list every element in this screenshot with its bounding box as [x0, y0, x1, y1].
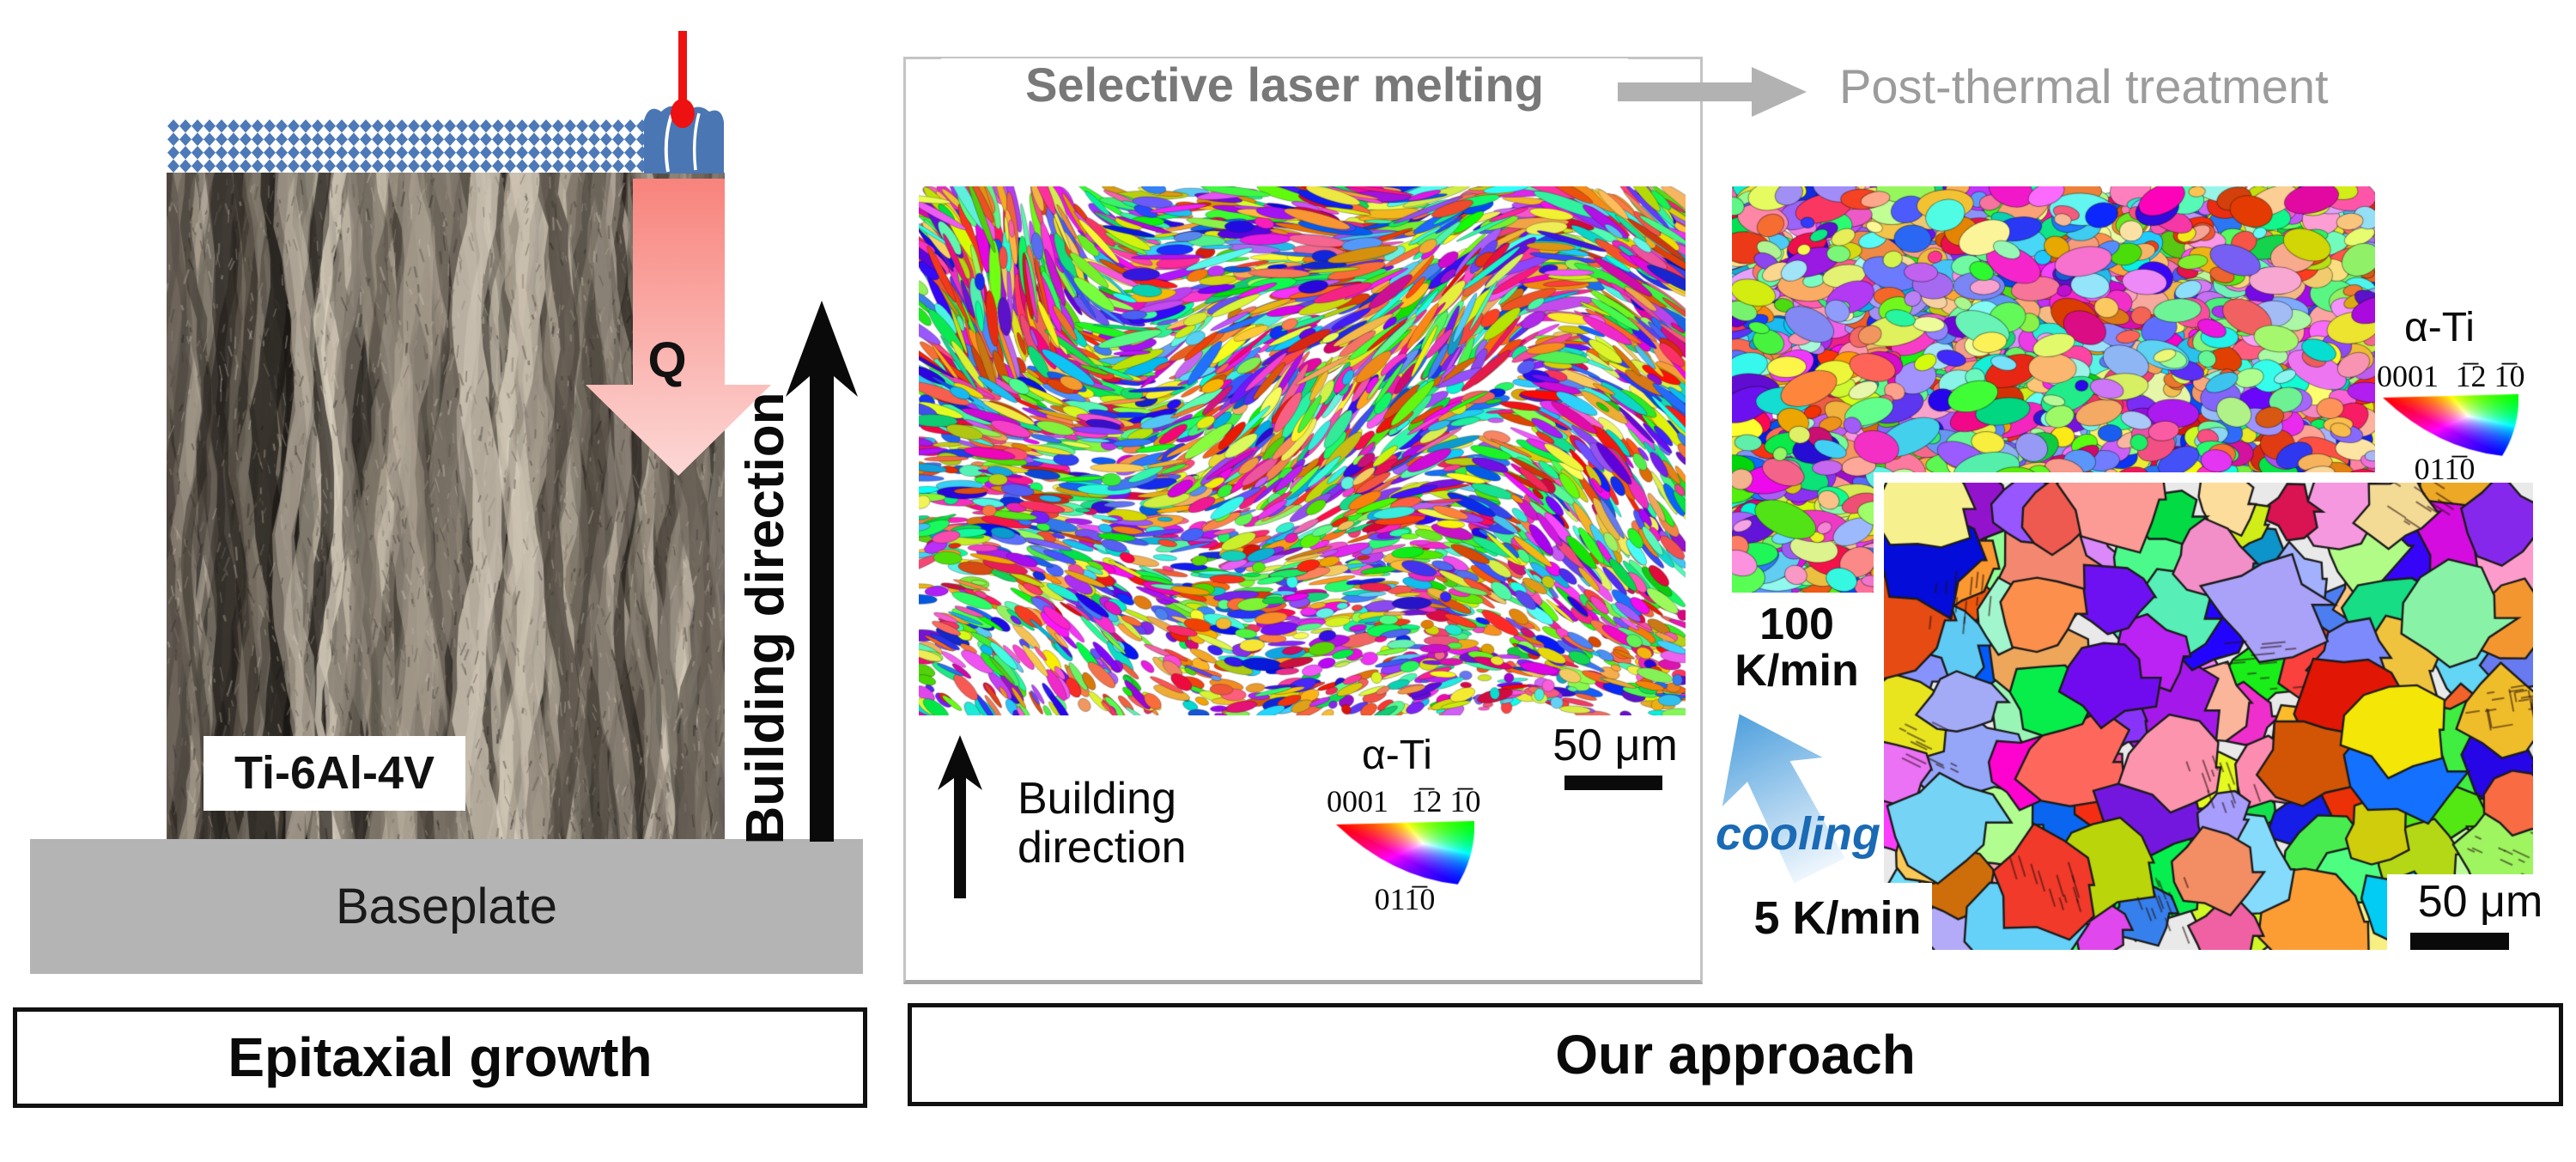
columnar-micrograph-image	[167, 173, 725, 839]
phase-label: α-Ti	[2404, 305, 2475, 350]
building-direction-label: Building direction	[736, 392, 795, 845]
scale-bar-label: 50 μm	[2417, 877, 2543, 927]
building-direction-arrow-icon	[938, 735, 982, 898]
scale-bar	[2410, 933, 2509, 950]
ipf-color-key-triangle	[1336, 821, 1474, 886]
ipf-label-0110: 011̅0	[1374, 882, 1436, 916]
cooling-rate-fast-label: 100 K/min	[1726, 601, 1868, 694]
caption-epitaxial-growth: Epitaxial growth	[13, 1007, 867, 1108]
cooling-arrow-icon	[1722, 714, 1845, 884]
powder-bed-layer	[167, 119, 645, 173]
phase-label: α-Ti	[1362, 733, 1432, 778]
building-direction-arrow-icon	[786, 301, 858, 842]
ipf-label-0001: 0001	[1327, 784, 1388, 818]
laser-beam-icon	[671, 31, 695, 128]
cooling-rate-fast-line2: K/min	[1735, 646, 1859, 696]
melt-pool	[644, 106, 724, 173]
ipf-label-0001: 0001	[2377, 359, 2439, 393]
building-direction-line2: direction	[1018, 823, 1187, 873]
process-flow-arrow-icon	[1618, 67, 1807, 117]
scale-bar-label: 50 μm	[1552, 721, 1678, 770]
cooling-rate-fast-line1: 100	[1759, 599, 1834, 649]
scale-bar-box: 50 μm	[2387, 874, 2573, 955]
caption-epitaxial-growth-text: Epitaxial growth	[228, 1026, 653, 1088]
scale-bar	[1564, 776, 1662, 790]
heat-flux-arrow-icon	[586, 179, 771, 476]
material-label: Ti-6Al-4V	[204, 736, 465, 811]
building-direction-label: Building direction	[1018, 775, 1301, 873]
cooling-label: cooling	[1716, 808, 1880, 860]
cooling-rate-slow-label: 5 K/min	[1753, 892, 1922, 944]
heat-flux-label: Q	[647, 332, 687, 388]
ipf-color-key-triangle	[2383, 394, 2518, 458]
caption-our-approach-text: Our approach	[1555, 1024, 1916, 1086]
building-direction-line1: Building	[1018, 774, 1177, 824]
ipf-label-1210: 1̅2 1̅0	[2455, 359, 2525, 393]
ebsd-map-5kmin	[1884, 483, 2533, 950]
post-thermal-heading: Post-thermal treatment	[1839, 59, 2329, 113]
ebsd-map-5kmin-frame	[1874, 472, 2543, 960]
baseplate: Baseplate	[30, 839, 863, 974]
slm-heading: Selective laser melting	[941, 58, 1628, 112]
ipf-label-1210: 1̅2 1̅0	[1411, 784, 1481, 818]
caption-our-approach: Our approach	[908, 1003, 2563, 1106]
label-backdrop	[1717, 883, 1932, 950]
ebsd-map-as-built	[919, 186, 1686, 715]
baseplate-label: Baseplate	[336, 879, 557, 934]
ipf-label-0110: 011̅0	[2414, 452, 2476, 486]
